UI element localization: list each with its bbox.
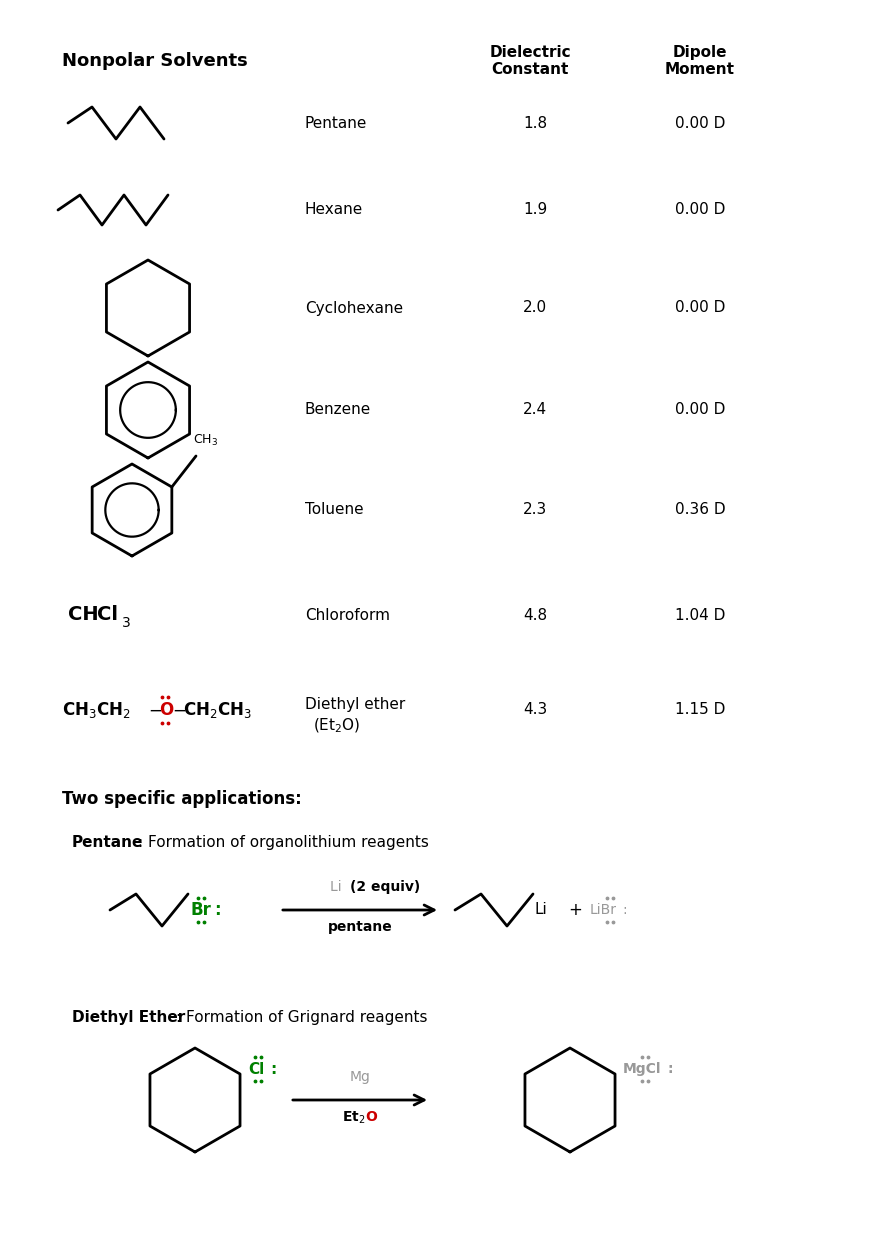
Text: 1.9: 1.9	[523, 202, 547, 217]
Text: Diethyl ether: Diethyl ether	[305, 697, 406, 712]
Text: Dielectric
Constant: Dielectric Constant	[489, 45, 571, 78]
Text: Cyclohexane: Cyclohexane	[305, 300, 403, 315]
Text: Benzene: Benzene	[305, 402, 371, 417]
Text: 1.15 D: 1.15 D	[675, 702, 725, 717]
Text: Cl: Cl	[97, 605, 118, 624]
Text: 0.36 D: 0.36 D	[675, 502, 725, 517]
Text: 1.04 D: 1.04 D	[675, 608, 725, 623]
Text: 2.0: 2.0	[523, 300, 547, 315]
Text: Pentane: Pentane	[72, 835, 143, 850]
Text: CH$_2$CH$_3$: CH$_2$CH$_3$	[183, 700, 252, 720]
Text: Chloroform: Chloroform	[305, 608, 390, 623]
Text: 3: 3	[122, 615, 131, 631]
Text: Diethyl Ether: Diethyl Ether	[72, 1010, 185, 1025]
Text: $-$: $-$	[148, 701, 163, 718]
Text: :: :	[622, 903, 627, 917]
Text: (2 equiv): (2 equiv)	[350, 880, 420, 894]
Text: O: O	[365, 1110, 377, 1124]
Text: Hexane: Hexane	[305, 202, 364, 217]
Text: Et$_2$: Et$_2$	[342, 1110, 365, 1127]
Text: LiBr: LiBr	[590, 903, 617, 917]
Text: 2.4: 2.4	[523, 402, 547, 417]
Text: Toluene: Toluene	[305, 502, 364, 517]
Text: Dipole
Moment: Dipole Moment	[665, 45, 735, 78]
Text: :: :	[270, 1061, 276, 1076]
Text: CH$_3$CH$_2$: CH$_3$CH$_2$	[62, 700, 131, 720]
Text: MgCl: MgCl	[623, 1063, 662, 1076]
Text: :: :	[667, 1063, 672, 1076]
Text: Li: Li	[535, 903, 548, 917]
Text: (Et$_2$O): (Et$_2$O)	[313, 717, 361, 735]
Text: : Formation of Grignard reagents: : Formation of Grignard reagents	[176, 1010, 427, 1025]
Text: O: O	[159, 701, 173, 718]
Text: Br: Br	[190, 901, 211, 919]
Text: :: :	[214, 901, 220, 919]
Text: 4.3: 4.3	[523, 702, 547, 717]
Text: Nonpolar Solvents: Nonpolar Solvents	[62, 51, 247, 70]
Text: +: +	[568, 901, 582, 919]
Text: pentane: pentane	[328, 919, 392, 934]
Text: CH: CH	[68, 605, 99, 624]
Text: 0.00 D: 0.00 D	[675, 202, 725, 217]
Text: : Formation of organolithium reagents: : Formation of organolithium reagents	[138, 835, 429, 850]
Text: CH$_3$: CH$_3$	[193, 433, 218, 448]
Text: 4.8: 4.8	[523, 608, 547, 623]
Text: 0.00 D: 0.00 D	[675, 116, 725, 131]
Text: Mg: Mg	[350, 1070, 371, 1084]
Text: Pentane: Pentane	[305, 116, 367, 131]
Text: 1.8: 1.8	[523, 116, 547, 131]
Text: 2.3: 2.3	[523, 502, 547, 517]
Text: 0.00 D: 0.00 D	[675, 300, 725, 315]
Text: Cl: Cl	[248, 1061, 264, 1076]
Text: 0.00 D: 0.00 D	[675, 402, 725, 417]
Text: Two specific applications:: Two specific applications:	[62, 790, 302, 808]
Text: Li: Li	[330, 880, 346, 894]
Text: $-$: $-$	[172, 701, 186, 718]
